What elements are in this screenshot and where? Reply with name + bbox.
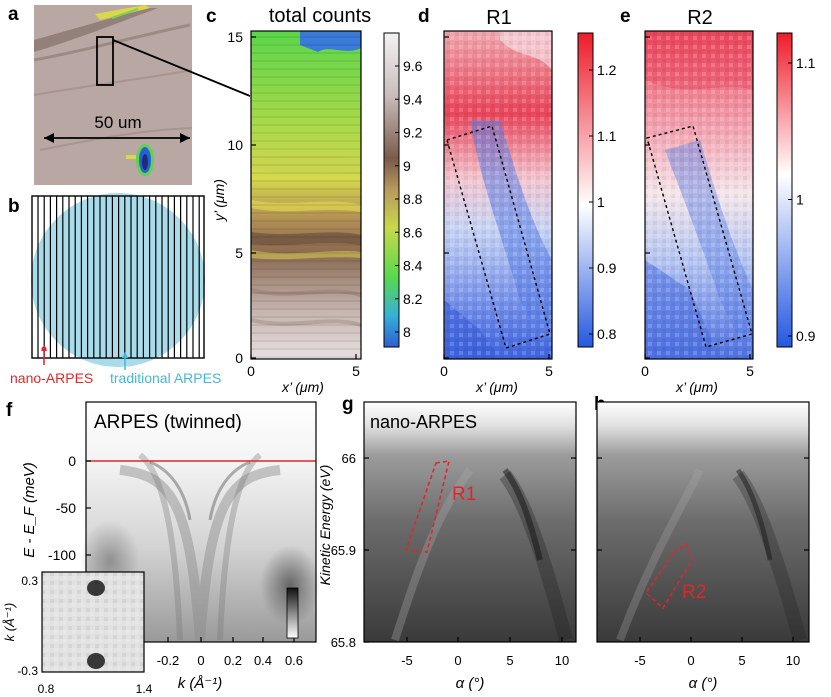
- panel-e-colorbar-tick-0: 1.1: [796, 55, 816, 71]
- panel-f-xtick-3: 0.4: [254, 653, 272, 668]
- traditional-arpes-label: traditional ARPES: [110, 370, 221, 386]
- panel-f-xlabel: k (Å⁻¹): [178, 675, 223, 692]
- panel-f-ytick-2: -100: [48, 547, 76, 563]
- panel-d-r1-map: R1 0 5 x’ (μm) 1.2 1.1 1 0.9 0.8: [440, 7, 617, 395]
- panel-letter-b: b: [8, 196, 20, 217]
- panel-c-colorbar-tick-6: 8.4: [403, 258, 423, 274]
- panel-f-ytick-0: 0: [68, 453, 76, 469]
- panel-c-colorbar-tick-4: 8.8: [403, 191, 423, 207]
- inset-ylabel: k (Å⁻¹): [2, 603, 17, 642]
- panel-letter-f: f: [6, 400, 13, 421]
- panel-c-ytick-0: 0: [235, 350, 243, 366]
- panel-g-xtick-2: 5: [506, 653, 513, 668]
- panel-c-xtick-0: 0: [247, 363, 255, 379]
- panel-e-xlabel: x’ (μm): [675, 379, 718, 395]
- panel-h-xtick-1: 0: [687, 653, 694, 668]
- inset-ytick-0: 0.3: [21, 574, 38, 588]
- panel-f-inset-map: 0.3 -0.3 0.8 1.4 k (Å⁻¹): [2, 571, 153, 696]
- panel-g-xtick-3: 10: [555, 653, 569, 668]
- panel-e-colorbar: [776, 32, 793, 348]
- panel-c-xlabel: x’ (μm): [281, 379, 324, 395]
- panel-a-roi-box: [96, 36, 114, 86]
- panel-c-colorbar-tick-7: 8.2: [403, 291, 423, 307]
- panel-f-title: ARPES (twinned): [94, 412, 242, 433]
- panel-letter-g: g: [342, 394, 354, 415]
- panel-h-region-r2: [644, 542, 693, 610]
- panel-f-arpes: ARPES (twinned) 0 -50 -100 E - E_F (meV)…: [2, 401, 320, 696]
- panel-g-region-label: R1: [452, 484, 476, 505]
- panel-c-colorbar-tick-8: 8: [403, 324, 411, 340]
- panel-d-xtick-1: 5: [545, 363, 553, 379]
- panel-c-xtick-1: 5: [352, 363, 360, 379]
- panel-f-colorbar: [286, 587, 299, 639]
- panel-letter-e: e: [620, 6, 631, 27]
- panel-g-title: nano-ARPES: [370, 412, 477, 432]
- panel-c-ytick-1: 5: [235, 245, 243, 261]
- panel-g-xtick-1: 0: [454, 653, 461, 668]
- panel-g-region-r1: [404, 460, 451, 553]
- inset-xtick-0: 0.8: [38, 682, 55, 696]
- panel-d-colorbar: [577, 32, 594, 348]
- panel-letter-d: d: [418, 6, 430, 27]
- panel-c-colorbar-tick-0: 9.6: [403, 58, 423, 74]
- panel-f-xtick-2: 0.2: [224, 653, 242, 668]
- panel-g-ytick-0: 66: [342, 451, 356, 466]
- panel-d-xtick-0: 0: [440, 363, 448, 379]
- panel-e-region-outline: [646, 125, 753, 348]
- panel-d-colorbar-tick-2: 1: [597, 194, 605, 210]
- panel-e-colorbar-tick-2: 0.9: [796, 328, 816, 344]
- panel-h-xtick-2: 5: [738, 653, 745, 668]
- panel-f-xtick-1: 0: [197, 653, 204, 668]
- panel-e-xtick-0: 0: [641, 363, 649, 379]
- panel-f-ytick-1: -50: [56, 500, 76, 516]
- panel-e-xtick-1: 5: [746, 363, 754, 379]
- panel-d-colorbar-tick-1: 1.1: [597, 128, 617, 144]
- panel-c-colorbar-tick-5: 8.6: [403, 224, 423, 240]
- panel-g-nano-arpes: nano-ARPES R1 66 65.9 65.8 Kinetic Energ…: [317, 401, 577, 692]
- panel-c-title: total counts: [269, 5, 371, 27]
- panel-g-ytick-2: 65.8: [331, 635, 356, 650]
- panel-g-ytick-1: 65.9: [331, 543, 356, 558]
- panel-g-ylabel: Kinetic Energy (eV): [317, 465, 333, 586]
- panel-d-region-outline: [446, 125, 551, 349]
- panel-e-r2-map: R2 0 5 x’ (μm) 1.1 1 0.9: [641, 7, 816, 395]
- panel-f-xtick-0: -0.2: [157, 653, 179, 668]
- panel-h-xtick-3: 10: [786, 653, 800, 668]
- panel-c-ytick-3: 15: [227, 29, 243, 45]
- panel-h-nano-arpes: R2 -5 0 5 10 α (°): [596, 401, 810, 692]
- panel-b-schematic: nano-ARPES traditional ARPES: [10, 193, 221, 386]
- panel-f-ylabel: E - E_F (meV): [21, 462, 38, 558]
- panel-letter-a: a: [8, 4, 19, 25]
- panel-h-xlabel: α (°): [689, 675, 718, 692]
- panel-e-colorbar-tick-1: 1: [796, 192, 804, 208]
- panel-e-title: R2: [687, 7, 713, 29]
- panel-c-colorbar: [383, 32, 400, 348]
- nano-arpes-label: nano-ARPES: [10, 370, 93, 386]
- panel-d-xlabel: x’ (μm): [475, 379, 518, 395]
- panel-d-colorbar-tick-0: 1.2: [597, 62, 617, 78]
- zoom-line: [112, 39, 251, 97]
- panel-d-title: R1: [486, 7, 512, 29]
- inset-xtick-1: 1.4: [136, 682, 153, 696]
- panel-f-xtick-4: 0.6: [285, 653, 303, 668]
- panel-h-region-label: R2: [682, 582, 706, 603]
- panel-c-ytick-2: 10: [227, 137, 243, 153]
- panel-c-colorbar-tick-2: 9.2: [403, 125, 423, 141]
- panel-c-ylabel: y’ (μm): [211, 179, 227, 222]
- panel-g-xlabel: α (°): [456, 675, 485, 692]
- panel-d-colorbar-tick-4: 0.8: [597, 326, 617, 342]
- panel-d-colorbar-tick-3: 0.9: [597, 260, 617, 276]
- panel-h-xtick-0: -5: [634, 653, 646, 668]
- inset-ytick-1: -0.3: [17, 664, 38, 678]
- panel-c-colorbar-tick-3: 9: [403, 158, 411, 174]
- panel-g-xtick-0: -5: [401, 653, 413, 668]
- panel-a-scale-label: 50 um: [94, 113, 141, 132]
- panel-a-optical-image: 50 um: [33, 5, 251, 185]
- panel-c-total-counts-map: total counts 0 5 10 15 0 5 x’ (μm) y’ (μ…: [211, 5, 423, 395]
- panel-letter-c: c: [206, 6, 217, 27]
- panel-c-colorbar-tick-1: 9.4: [403, 91, 423, 107]
